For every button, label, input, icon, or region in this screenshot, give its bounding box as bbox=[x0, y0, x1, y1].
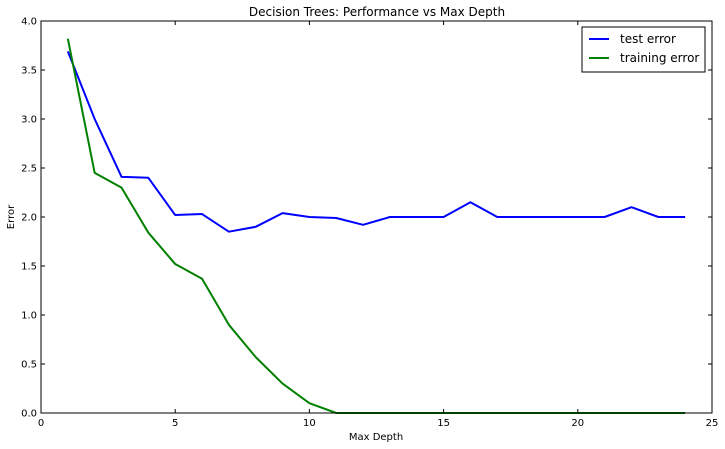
tick-layer: 0 5 10 15 20 25 0.0 0.5 1.0 1.5 2.0 2.5 3.0 3.5 4.0 bbox=[21, 17, 718, 430]
y-tick-label: 1.0 bbox=[21, 311, 37, 322]
x-tick-label: 10 bbox=[303, 418, 316, 429]
y-axis-title: Error bbox=[6, 204, 17, 229]
y-tick-label: 4.0 bbox=[21, 17, 37, 28]
legend-label-training-error: training error bbox=[620, 51, 699, 65]
y-tick-label: 0.0 bbox=[21, 409, 37, 420]
x-tick-label: 20 bbox=[571, 418, 584, 429]
x-tick-label: 5 bbox=[172, 418, 178, 429]
y-tick-label: 2.5 bbox=[21, 164, 37, 175]
plot-area bbox=[41, 21, 712, 413]
x-tick-label: 25 bbox=[706, 418, 719, 429]
legend: test error training error bbox=[581, 26, 706, 73]
x-tick-label: 0 bbox=[38, 418, 44, 429]
x-tick-label: 15 bbox=[437, 418, 450, 429]
y-tick-label: 3.5 bbox=[21, 66, 37, 77]
y-tick-label: 0.5 bbox=[21, 360, 37, 371]
chart-title: Decision Trees: Performance vs Max Depth bbox=[249, 5, 505, 19]
y-tick-label: 1.5 bbox=[21, 262, 37, 273]
plot-frame bbox=[40, 20, 713, 414]
x-axis-title: Max Depth bbox=[349, 432, 403, 443]
series-line-test-error bbox=[66, 51, 686, 233]
y-tick-label: 3.0 bbox=[21, 115, 37, 126]
legend-box bbox=[581, 26, 706, 73]
y-tick-label: 2.0 bbox=[21, 213, 37, 224]
legend-label-test-error: test error bbox=[620, 32, 676, 46]
